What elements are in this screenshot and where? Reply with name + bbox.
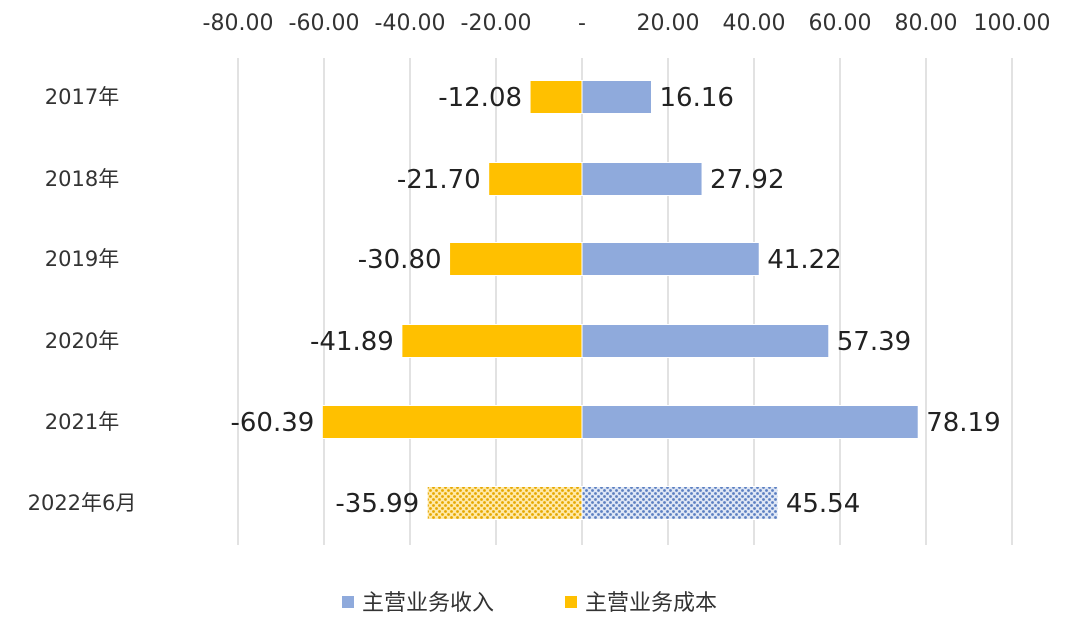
bar-revenue xyxy=(581,80,652,114)
legend-swatch xyxy=(342,596,354,608)
bar-revenue xyxy=(581,405,919,439)
x-tick-label: 60.00 xyxy=(809,11,872,36)
data-labels: 16.16 -12.08 27.92 -21.70 41.22 -30.80 57.39 -4… xyxy=(230,83,1000,519)
bar-revenue xyxy=(581,486,779,520)
category-label: 2017年 xyxy=(45,85,119,109)
data-label: 41.22 xyxy=(767,245,841,275)
bar-cost xyxy=(426,486,583,520)
category-label: 2021年 xyxy=(45,410,119,434)
x-tick-label: -20.00 xyxy=(461,11,532,36)
data-label: -21.70 xyxy=(397,165,481,195)
data-label: -41.89 xyxy=(310,327,394,357)
category-label: 2019年 xyxy=(45,247,119,271)
data-label: -60.39 xyxy=(230,408,314,438)
bar-revenue xyxy=(581,162,703,196)
x-tick-label: -80.00 xyxy=(203,11,274,36)
bars xyxy=(321,80,919,520)
x-tick-label: -40.00 xyxy=(375,11,446,36)
legend-swatch xyxy=(565,596,577,608)
bar-revenue xyxy=(581,242,760,276)
data-label: -30.80 xyxy=(358,245,442,275)
data-label: 78.19 xyxy=(926,408,1000,438)
x-tick-label: 80.00 xyxy=(895,11,958,36)
bar-cost xyxy=(321,405,583,439)
data-label: 45.54 xyxy=(786,489,860,519)
data-label: -12.08 xyxy=(438,83,522,113)
bar-cost xyxy=(488,162,583,196)
x-tick-label: 100.00 xyxy=(974,11,1051,36)
data-label: 16.16 xyxy=(659,83,733,113)
y-axis-categories: 2017年 2018年 2019年 2020年 2021年 2022年6月 xyxy=(28,85,137,515)
bar-cost xyxy=(529,80,583,114)
legend-label: 主营业务成本 xyxy=(585,591,717,616)
category-label: 2018年 xyxy=(45,167,119,191)
bar-cost xyxy=(401,324,583,358)
x-tick-label: - xyxy=(578,11,586,36)
data-label: 57.39 xyxy=(837,327,911,357)
category-label: 2020年 xyxy=(45,329,119,353)
data-label: -35.99 xyxy=(335,489,419,519)
data-label: 27.92 xyxy=(710,165,784,195)
bar-revenue xyxy=(581,324,830,358)
gridlines xyxy=(237,58,1013,545)
category-label: 2022年6月 xyxy=(28,491,137,515)
x-tick-label: 20.00 xyxy=(637,11,700,36)
bar-cost xyxy=(449,242,583,276)
x-tick-label: 40.00 xyxy=(723,11,786,36)
x-axis-ticks: -80.00 -60.00 -40.00 -20.00-20.00 40.00 60.00… xyxy=(203,11,1051,36)
x-tick-label: -60.00 xyxy=(289,11,360,36)
legend-label: 主营业务收入 xyxy=(362,591,494,616)
legend: 主营业务收入 主营业务成本 xyxy=(342,591,717,616)
